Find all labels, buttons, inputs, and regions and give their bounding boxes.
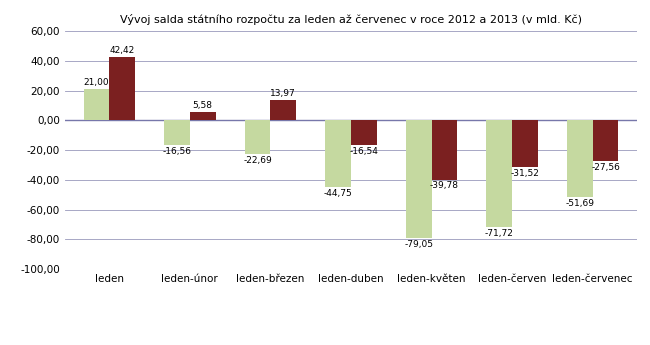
Text: -16,54: -16,54: [350, 147, 378, 156]
Text: 21,00: 21,00: [84, 78, 109, 87]
Text: -51,69: -51,69: [566, 199, 594, 208]
Title: Vývoj salda státního rozpočtu za leden až červenec v roce 2012 a 2013 (v mld. Kč: Vývoj salda státního rozpočtu za leden a…: [120, 14, 582, 25]
Bar: [593, 120, 618, 161]
Text: -16,56: -16,56: [162, 147, 192, 156]
Bar: [351, 120, 377, 145]
Bar: [84, 89, 109, 120]
Text: -27,56: -27,56: [591, 163, 620, 172]
Text: -22,69: -22,69: [243, 156, 272, 165]
Bar: [486, 120, 512, 227]
Bar: [406, 120, 432, 238]
Text: -71,72: -71,72: [485, 229, 514, 238]
Text: -79,05: -79,05: [404, 240, 433, 249]
Bar: [325, 120, 351, 187]
Bar: [432, 120, 458, 179]
Bar: [567, 120, 593, 197]
Bar: [244, 120, 270, 154]
Bar: [109, 57, 135, 120]
Bar: [190, 112, 216, 120]
Text: -31,52: -31,52: [511, 169, 540, 178]
Bar: [270, 100, 296, 120]
Text: 13,97: 13,97: [270, 89, 296, 98]
Text: 5,58: 5,58: [193, 101, 213, 110]
Bar: [164, 120, 190, 145]
Text: -44,75: -44,75: [324, 189, 352, 198]
Text: 42,42: 42,42: [110, 47, 135, 56]
Text: -39,78: -39,78: [430, 181, 459, 190]
Bar: [512, 120, 538, 167]
